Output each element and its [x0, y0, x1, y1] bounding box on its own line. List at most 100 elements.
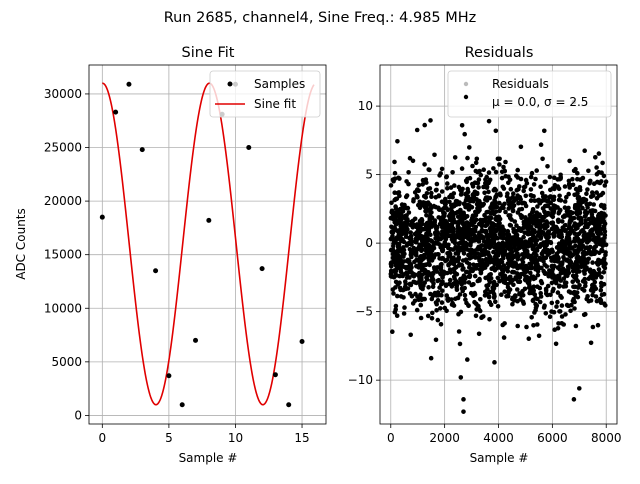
residual-point	[493, 242, 499, 248]
residual-point	[501, 164, 506, 170]
residual-point	[421, 283, 426, 289]
residual-point	[521, 188, 526, 194]
residual-point	[585, 224, 590, 230]
residual-point	[601, 256, 607, 261]
residual-point	[573, 223, 578, 229]
residual-point	[508, 186, 514, 192]
residual-point	[462, 226, 468, 232]
residual-point	[566, 181, 572, 187]
residual-point	[556, 217, 561, 223]
residual-point	[472, 189, 478, 195]
residual-point	[494, 282, 500, 288]
residual-point	[519, 271, 525, 277]
residual-point	[448, 259, 454, 264]
residual-point	[586, 256, 591, 262]
residual-point	[495, 275, 501, 281]
legend-sine-fit-label: Sine fit	[254, 97, 296, 111]
residual-point	[486, 282, 491, 288]
residual-point	[494, 204, 500, 210]
residual-point	[517, 279, 523, 285]
residual-point	[393, 226, 398, 232]
residual-point	[546, 273, 551, 279]
residual-point	[397, 280, 402, 286]
residual-point	[537, 226, 542, 232]
residual-point	[447, 251, 453, 257]
residual-point	[482, 190, 487, 196]
y-tick-label: 30000	[44, 87, 82, 101]
residual-point	[562, 250, 567, 256]
residual-point	[531, 194, 536, 199]
x-tick-label: 4000	[483, 431, 514, 445]
residual-point	[401, 295, 406, 300]
residual-point	[407, 247, 413, 252]
residual-point	[542, 270, 548, 276]
residual-point	[461, 251, 467, 256]
residual-point	[510, 208, 516, 213]
residual-point	[559, 303, 565, 308]
residual-point	[531, 182, 537, 187]
residual-point	[597, 226, 603, 231]
residual-point	[394, 313, 400, 319]
residual-point	[531, 323, 536, 328]
residuals-title: Residuals	[465, 45, 534, 61]
residual-point	[566, 205, 571, 211]
residual-point	[529, 170, 535, 176]
residual-point	[555, 184, 561, 189]
residual-point	[500, 277, 505, 283]
residual-point	[586, 168, 591, 174]
residual-point	[538, 236, 543, 241]
residual-point	[511, 191, 516, 196]
residual-point	[388, 247, 394, 253]
residual-point	[575, 170, 580, 176]
residual-point	[446, 242, 451, 248]
residual-point	[450, 170, 455, 175]
residual-point	[552, 175, 557, 180]
residual-point	[392, 170, 398, 176]
residual-point	[411, 245, 417, 251]
residual-point	[459, 166, 465, 171]
residual-point	[541, 305, 547, 310]
residual-point	[602, 232, 608, 238]
residual-point	[457, 209, 463, 214]
residual-point	[533, 176, 538, 182]
residual-point	[474, 156, 480, 162]
residual-point	[438, 322, 444, 327]
residual-point	[488, 254, 493, 260]
residual-point	[467, 203, 473, 209]
residuals-legend: Residuals μ = 0.0, σ = 2.5	[447, 70, 612, 118]
residual-point	[544, 264, 550, 269]
residual-point	[501, 255, 506, 261]
residual-point	[562, 199, 568, 204]
residual-point	[428, 291, 433, 297]
residual-point	[515, 323, 520, 329]
sample-point	[113, 109, 119, 115]
y-tick-label: 5	[365, 168, 373, 182]
residual-point	[535, 263, 540, 269]
residual-point	[439, 300, 445, 305]
residual-point	[458, 375, 464, 380]
residual-point	[475, 205, 480, 211]
residual-point	[542, 209, 547, 214]
residual-point	[488, 205, 493, 210]
residual-point	[563, 280, 569, 286]
residual-point	[430, 270, 436, 276]
residual-point	[419, 217, 425, 222]
residual-point	[422, 255, 427, 260]
residual-point	[437, 221, 443, 227]
residual-point	[468, 242, 473, 247]
x-tick-label: 15	[294, 431, 309, 445]
residual-point	[457, 248, 462, 253]
residual-point	[575, 263, 580, 269]
residual-point	[549, 280, 555, 286]
residual-point	[448, 215, 453, 220]
residual-point	[465, 176, 470, 182]
residual-point	[599, 248, 605, 254]
residual-point	[418, 253, 424, 259]
residual-point	[490, 285, 496, 291]
residual-point	[590, 289, 596, 294]
residual-point	[456, 329, 462, 334]
residual-point	[547, 194, 552, 200]
residual-point	[434, 301, 440, 307]
residual-point	[405, 286, 411, 291]
residual-point	[545, 240, 551, 245]
